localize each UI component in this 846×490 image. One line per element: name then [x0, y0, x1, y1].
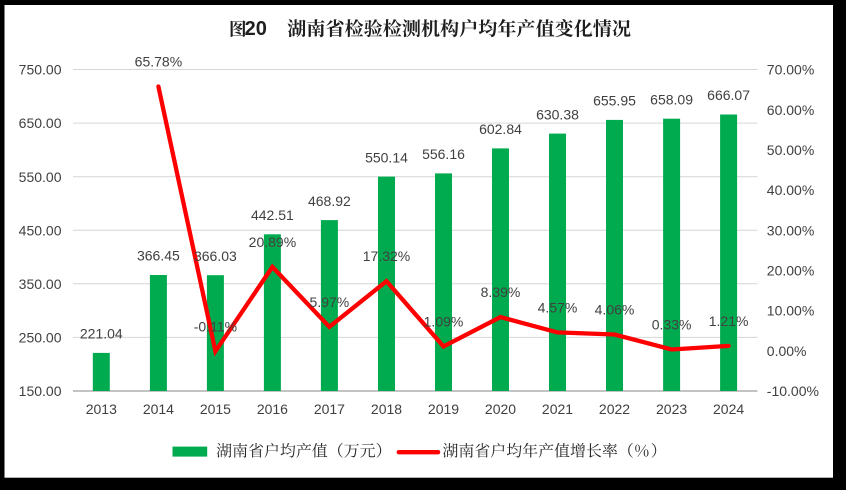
svg-text:442.51: 442.51 [251, 207, 294, 223]
svg-text:650.00: 650.00 [19, 115, 62, 131]
svg-text:550.00: 550.00 [19, 169, 62, 185]
svg-text:450.00: 450.00 [19, 222, 62, 238]
svg-text:666.07: 666.07 [707, 87, 750, 103]
svg-text:2015: 2015 [200, 401, 231, 417]
svg-text:20.00%: 20.00% [767, 263, 814, 279]
svg-text:2024: 2024 [713, 401, 744, 417]
svg-text:65.78%: 65.78% [135, 54, 182, 70]
svg-text:30.00%: 30.00% [767, 222, 814, 238]
svg-text:550.14: 550.14 [365, 149, 408, 165]
svg-text:1.21%: 1.21% [709, 313, 749, 329]
svg-text:20: 20 [245, 18, 267, 40]
svg-text:366.45: 366.45 [137, 248, 180, 264]
svg-text:4.57%: 4.57% [538, 299, 578, 315]
svg-text:2014: 2014 [143, 401, 174, 417]
svg-text:10.00%: 10.00% [767, 303, 814, 319]
svg-text:350.00: 350.00 [19, 276, 62, 292]
svg-text:2019: 2019 [428, 401, 459, 417]
svg-text:20.89%: 20.89% [249, 234, 296, 250]
svg-text:2022: 2022 [599, 401, 630, 417]
svg-text:2020: 2020 [485, 401, 516, 417]
svg-text:556.16: 556.16 [422, 146, 465, 162]
svg-text:750.00: 750.00 [19, 62, 62, 78]
svg-text:17.32%: 17.32% [363, 248, 410, 264]
svg-text:468.92: 468.92 [308, 193, 351, 209]
svg-text:250.00: 250.00 [19, 330, 62, 346]
svg-text:2021: 2021 [542, 401, 573, 417]
svg-text:4.06%: 4.06% [595, 302, 635, 318]
svg-text:630.38: 630.38 [536, 106, 579, 122]
svg-text:-10.00%: -10.00% [767, 383, 819, 399]
svg-text:70.00%: 70.00% [767, 62, 814, 78]
svg-text:150.00: 150.00 [19, 383, 62, 399]
svg-text:2013: 2013 [86, 401, 117, 417]
svg-text:-0.11%: -0.11% [194, 318, 237, 334]
svg-text:2023: 2023 [656, 401, 687, 417]
svg-text:602.84: 602.84 [479, 121, 522, 137]
svg-text:2017: 2017 [314, 401, 345, 417]
svg-text:2018: 2018 [371, 401, 402, 417]
svg-text:50.00%: 50.00% [767, 142, 814, 158]
svg-text:655.95: 655.95 [593, 93, 636, 109]
svg-text:1.09%: 1.09% [424, 313, 464, 329]
svg-text:221.04: 221.04 [80, 326, 123, 342]
svg-text:40.00%: 40.00% [767, 182, 814, 198]
svg-text:8.39%: 8.39% [481, 284, 521, 300]
svg-text:366.03: 366.03 [194, 248, 237, 264]
svg-text:0.00%: 0.00% [767, 343, 807, 359]
svg-text:2016: 2016 [257, 401, 288, 417]
svg-text:0.33%: 0.33% [652, 317, 692, 333]
svg-text:658.09: 658.09 [650, 91, 693, 107]
svg-text:60.00%: 60.00% [767, 102, 814, 118]
svg-text:5.97%: 5.97% [310, 294, 350, 310]
